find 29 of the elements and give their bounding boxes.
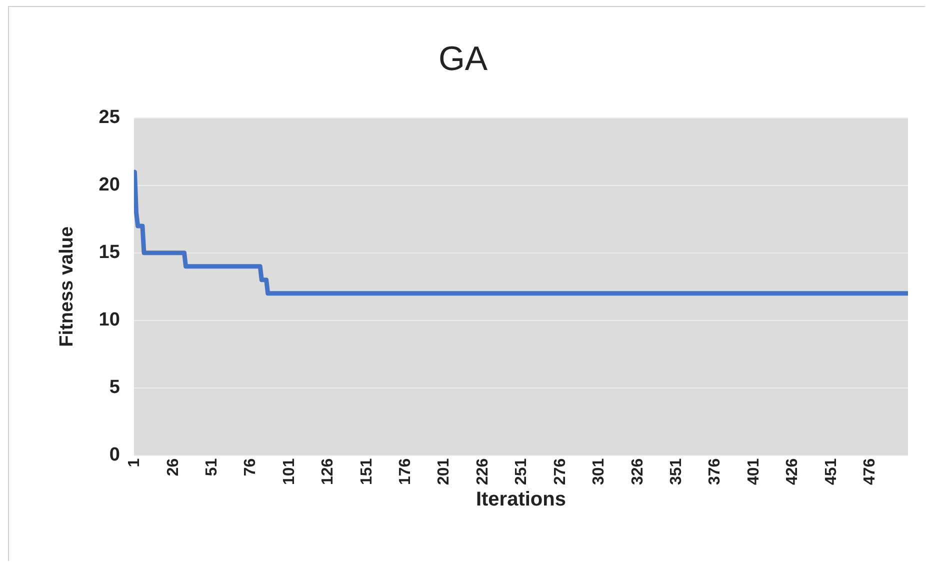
- y-tick-label: 25: [98, 107, 120, 128]
- x-tick-label: 26: [164, 458, 182, 476]
- x-tick-label: 226: [474, 458, 492, 486]
- y-tick-label: 15: [98, 242, 120, 264]
- x-tick-label: 101: [280, 458, 298, 486]
- x-tick-label: 76: [242, 458, 260, 476]
- x-tick-label: 451: [822, 458, 840, 486]
- x-tick-label: 426: [784, 458, 802, 486]
- y-tick-label: 10: [98, 310, 120, 331]
- x-tick-label: 351: [668, 458, 685, 486]
- x-tick-label: 176: [397, 458, 414, 486]
- x-tick-label: 376: [706, 458, 724, 486]
- x-tick-label: 126: [320, 458, 337, 486]
- y-tick-label: 20: [98, 174, 120, 196]
- x-axis-title: Iterations: [476, 488, 566, 511]
- x-tick-label: 1: [126, 458, 144, 468]
- y-tick-label: 0: [109, 444, 120, 466]
- x-tick-label: 476: [861, 458, 878, 486]
- x-tick-label: 301: [590, 458, 608, 486]
- x-tick-label: 401: [745, 458, 762, 486]
- x-tick-label: 51: [204, 458, 221, 476]
- y-axis-title: Fitness value: [56, 226, 78, 347]
- x-tick-label: 201: [436, 458, 453, 486]
- x-tick-label: 251: [513, 458, 530, 486]
- y-tick-label: 5: [109, 377, 120, 398]
- x-tick-label: 326: [629, 458, 646, 486]
- x-tick-label: 151: [358, 458, 376, 486]
- x-tick-label: 276: [552, 458, 569, 486]
- chart-title: GA: [437, 40, 489, 79]
